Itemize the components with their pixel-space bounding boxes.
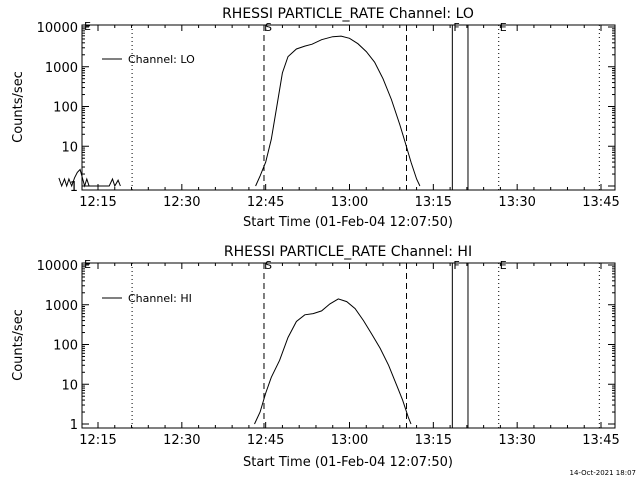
panel-hi-x-axis: 12:15 12:30 12:45 13:00 13:15 13:30 13:45 [79,263,620,448]
panel-hi-corner-label: E [84,258,91,271]
panel-lo-time-marker-label: F [453,21,459,34]
panel-lo-ytick-label: 1000 [45,61,78,76]
panel-lo: RHESSI PARTICLE_RATE Channel: LO 12:15 12… [11,6,620,230]
panel-hi-y-axis: 1 10 100 1000 10000 [37,259,615,433]
panel-hi-xtick-label: 12:15 [79,433,116,448]
panel-lo-frame [81,24,616,191]
panel-hi-xtick-label: 13:15 [415,433,452,448]
panel-hi-xtick-label: 12:45 [247,433,284,448]
panel-lo-corner-label: E [84,20,91,33]
panel-lo-ylabel: Counts/sec [11,71,26,143]
panel-hi: RHESSI PARTICLE_RATE Channel: HI 12:15 12… [11,244,620,470]
panel-lo-time-marker-label: E [500,21,507,34]
panel-hi-xtick-label: 13:45 [582,433,619,448]
panel-lo-xtick-label: 13:30 [498,195,535,210]
panel-hi-legend-label: Channel: HI [128,292,192,305]
panel-lo-series [58,35,421,188]
panel-hi-ytick-label: 1000 [45,299,78,314]
panel-hi-xlabel: Start Time (01-Feb-04 12:07:50) [243,455,453,470]
panel-lo-xtick-label: 12:45 [247,195,284,210]
panel-hi-time-marker-label: S [265,259,272,272]
panel-hi-title: RHESSI PARTICLE_RATE Channel: HI [224,244,472,260]
panel-lo-series-line [58,168,121,188]
panel-hi-series-line [254,298,412,425]
panel-lo-xtick-label: 13:45 [582,195,619,210]
panel-hi-frame [81,262,616,429]
timestamp-stamp: 14-Oct-2021 18:07 [569,469,636,477]
panel-lo-xtick-label: 13:15 [415,195,452,210]
panel-hi-xtick-label: 12:30 [163,433,200,448]
panel-lo-series-line [255,35,421,187]
panel-lo-ytick-label: 100 [53,101,78,116]
panel-hi-time-marker-label: E [500,259,507,272]
panel-lo-title: RHESSI PARTICLE_RATE Channel: LO [222,6,474,22]
panel-hi-legend: Channel: HI [102,292,192,305]
panel-hi-ylabel: Counts/sec [11,309,26,381]
panel-lo-xlabel: Start Time (01-Feb-04 12:07:50) [243,215,453,230]
panel-lo-ytick-label: 1 [70,180,78,195]
panel-lo-legend-label: Channel: LO [128,53,195,66]
panel-lo-xtick-label: 12:30 [163,195,200,210]
panel-hi-ytick-label: 100 [53,339,78,354]
panel-lo-y-axis: 1 10 100 1000 10000 [37,21,615,195]
panel-lo-ytick-label: 10000 [37,21,78,36]
panel-lo-xtick-label: 13:00 [331,195,368,210]
panel-hi-xtick-label: 13:30 [498,433,535,448]
panel-lo-xtick-label: 12:15 [79,195,116,210]
panel-hi-ytick-label: 10000 [37,259,78,274]
panel-lo-legend: Channel: LO [102,53,195,66]
panel-lo-ytick-label: 10 [61,140,78,155]
panel-hi-xtick-label: 13:00 [331,433,368,448]
panel-hi-ytick-label: 10 [61,378,78,393]
panel-hi-time-marker-label: F [453,259,459,272]
panel-lo-time-marker-label: S [265,21,272,34]
panel-hi-series [254,298,412,425]
panel-lo-x-axis: 12:15 12:30 12:45 13:00 13:15 13:30 13:45 [79,25,620,210]
panel-hi-ytick-label: 1 [70,418,78,433]
